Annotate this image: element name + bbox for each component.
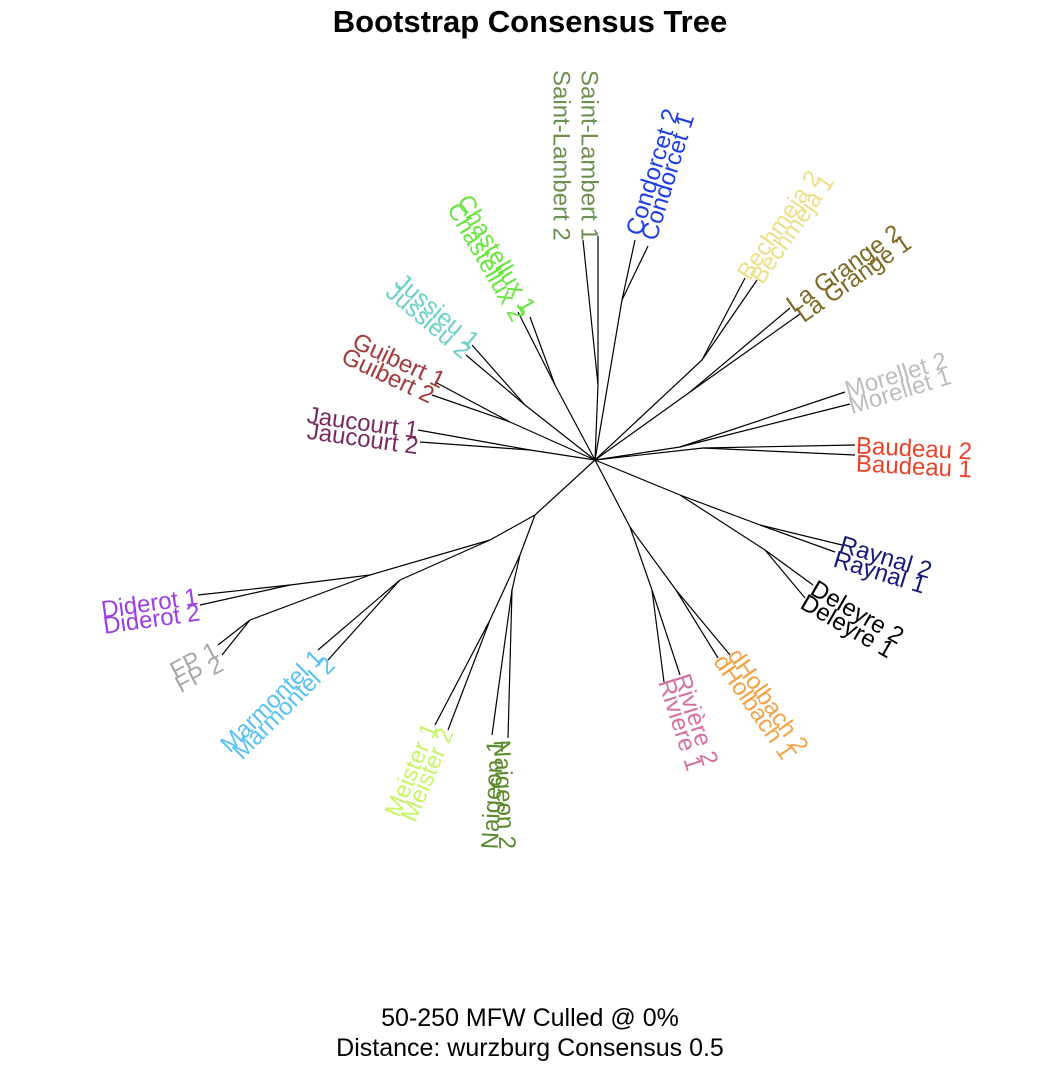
tree-branch <box>465 354 526 406</box>
leaf-label: Saint-Lambert 2 <box>548 70 575 241</box>
tree-branch <box>399 539 491 581</box>
tree-branch <box>511 554 521 591</box>
leaf-label: Marmontel 2 <box>227 652 340 765</box>
tree-branch <box>651 589 665 683</box>
tree-branch <box>629 526 653 591</box>
tree-branch <box>524 404 596 461</box>
tree-branch <box>702 444 856 449</box>
tree-leaf-labels: Saint-Lambert 2 Saint-Lambert 1 Condorcet … <box>100 70 973 850</box>
tree-branch <box>594 299 623 461</box>
tree-branch <box>594 384 599 461</box>
tree-branch <box>517 311 556 386</box>
tree-branch <box>594 459 631 528</box>
tree-branch <box>199 584 291 606</box>
tree-branch <box>471 344 526 406</box>
tree-branch <box>221 619 251 656</box>
tree-branch <box>249 574 371 621</box>
tree-branch <box>764 549 814 586</box>
tree-branch <box>594 391 691 461</box>
tree-branch <box>759 524 843 546</box>
tree-branch <box>594 359 703 461</box>
tree-branch <box>529 316 556 386</box>
tree-branch <box>534 459 596 516</box>
tree-branch <box>369 539 491 576</box>
tree-branch <box>289 574 371 586</box>
tree-branch <box>489 554 521 621</box>
caption-distance: Distance: wurzburg Consensus 0.5 <box>336 1034 724 1062</box>
tree-branch <box>554 384 596 461</box>
tree-branch <box>447 619 491 731</box>
caption-mfw: 50-250 MFW Culled @ 0% <box>381 1004 679 1032</box>
tree-branch <box>317 579 401 651</box>
tree-branch <box>764 549 806 599</box>
tree-branch <box>759 524 836 553</box>
tree-branch <box>594 447 704 461</box>
figure-title: Bootstrap Consensus Tree <box>332 4 728 39</box>
leaf-label: Baudeau 2 <box>855 432 972 465</box>
tree-branch <box>689 307 791 393</box>
tree-branch <box>621 239 636 301</box>
tree-branches <box>197 236 856 739</box>
tree-branch <box>629 526 677 591</box>
tree-branch <box>679 403 851 448</box>
tree-branch <box>594 459 681 496</box>
tree-branch <box>679 391 846 448</box>
tree-branch <box>702 447 856 456</box>
leaf-label: Baudeau 1 <box>855 450 972 483</box>
tree-branch <box>582 239 599 386</box>
tree-branch <box>651 589 681 676</box>
tree-branch <box>689 313 801 393</box>
tree-branch <box>675 589 719 659</box>
tree-branch <box>675 589 731 656</box>
tree-branch <box>431 394 511 423</box>
tree-branch <box>197 584 291 596</box>
leaf-label: Naigeon 1 <box>477 739 510 850</box>
tree-branch <box>489 514 536 541</box>
tree-branch <box>509 421 596 461</box>
tree-branch <box>679 494 766 551</box>
tree-branch <box>434 381 511 423</box>
tree-branch <box>417 429 531 451</box>
tree-branch <box>491 589 513 736</box>
tree-branch <box>701 277 746 361</box>
tree-branch <box>529 449 596 461</box>
tree-branch <box>701 279 758 361</box>
leaf-label: Naigeon 2 <box>488 739 521 850</box>
tree-branch <box>679 494 761 526</box>
tree-branch <box>519 514 536 556</box>
leaf-label: Saint-Lambert 1 <box>576 70 603 241</box>
tree-branch <box>434 619 491 726</box>
tree-branch <box>327 579 401 661</box>
tree-branch <box>507 589 513 739</box>
tree-branch <box>217 619 251 646</box>
tree-branch <box>419 441 531 451</box>
tree-branch <box>621 245 649 301</box>
